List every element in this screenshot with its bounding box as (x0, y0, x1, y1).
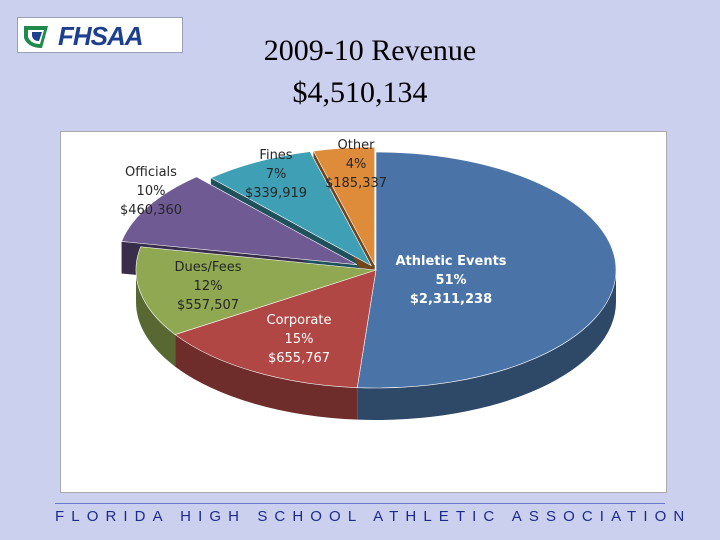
slice-athletic-events (356, 151, 617, 389)
data-label-athletic-events: Athletic Events 51% $2,311,238 (395, 254, 506, 307)
slice-side-athletic-events (357, 270, 616, 420)
footer-org-name: FLORIDA HIGH SCHOOL ATHLETIC ASSOCIATION (55, 508, 692, 525)
slice-officials (121, 176, 358, 265)
fhsaa-logo: FHSAA (17, 17, 183, 53)
logo-swoosh-icon (24, 26, 48, 48)
pie-tops (121, 146, 617, 389)
data-label-dues-fees: Dues/Fees 12% $557,507 (175, 260, 242, 313)
pie-chart: Athletic Events 51% $2,311,238 Corporate 15%… (120, 138, 617, 420)
page-title: 2009-10 Revenue (263, 34, 477, 67)
slice-side-dues-fees (136, 270, 176, 367)
data-label-corporate: Corporate 15% $655,767 (267, 313, 332, 366)
data-label-other: Other 4% $185,337 (325, 138, 387, 191)
footer-divider (55, 503, 665, 504)
chart-panel: Athletic Events 51% $2,311,238 Corporate 15%… (60, 131, 667, 493)
slice-labels: Athletic Events 51% $2,311,238 Corporate 15%… (120, 138, 507, 366)
page-subtitle: $4,510,134 (292, 76, 428, 109)
slice-dues-fees (135, 246, 377, 335)
data-label-fines: Fines 7% $339,919 (245, 148, 307, 201)
slice-side-corporate (175, 334, 358, 420)
slice-corporate (174, 269, 377, 388)
slice-other (312, 146, 376, 266)
logo-text: FHSAA (58, 21, 144, 51)
slice-fines (210, 151, 372, 267)
data-label-officials: Officials 10% $460,360 (120, 165, 182, 218)
